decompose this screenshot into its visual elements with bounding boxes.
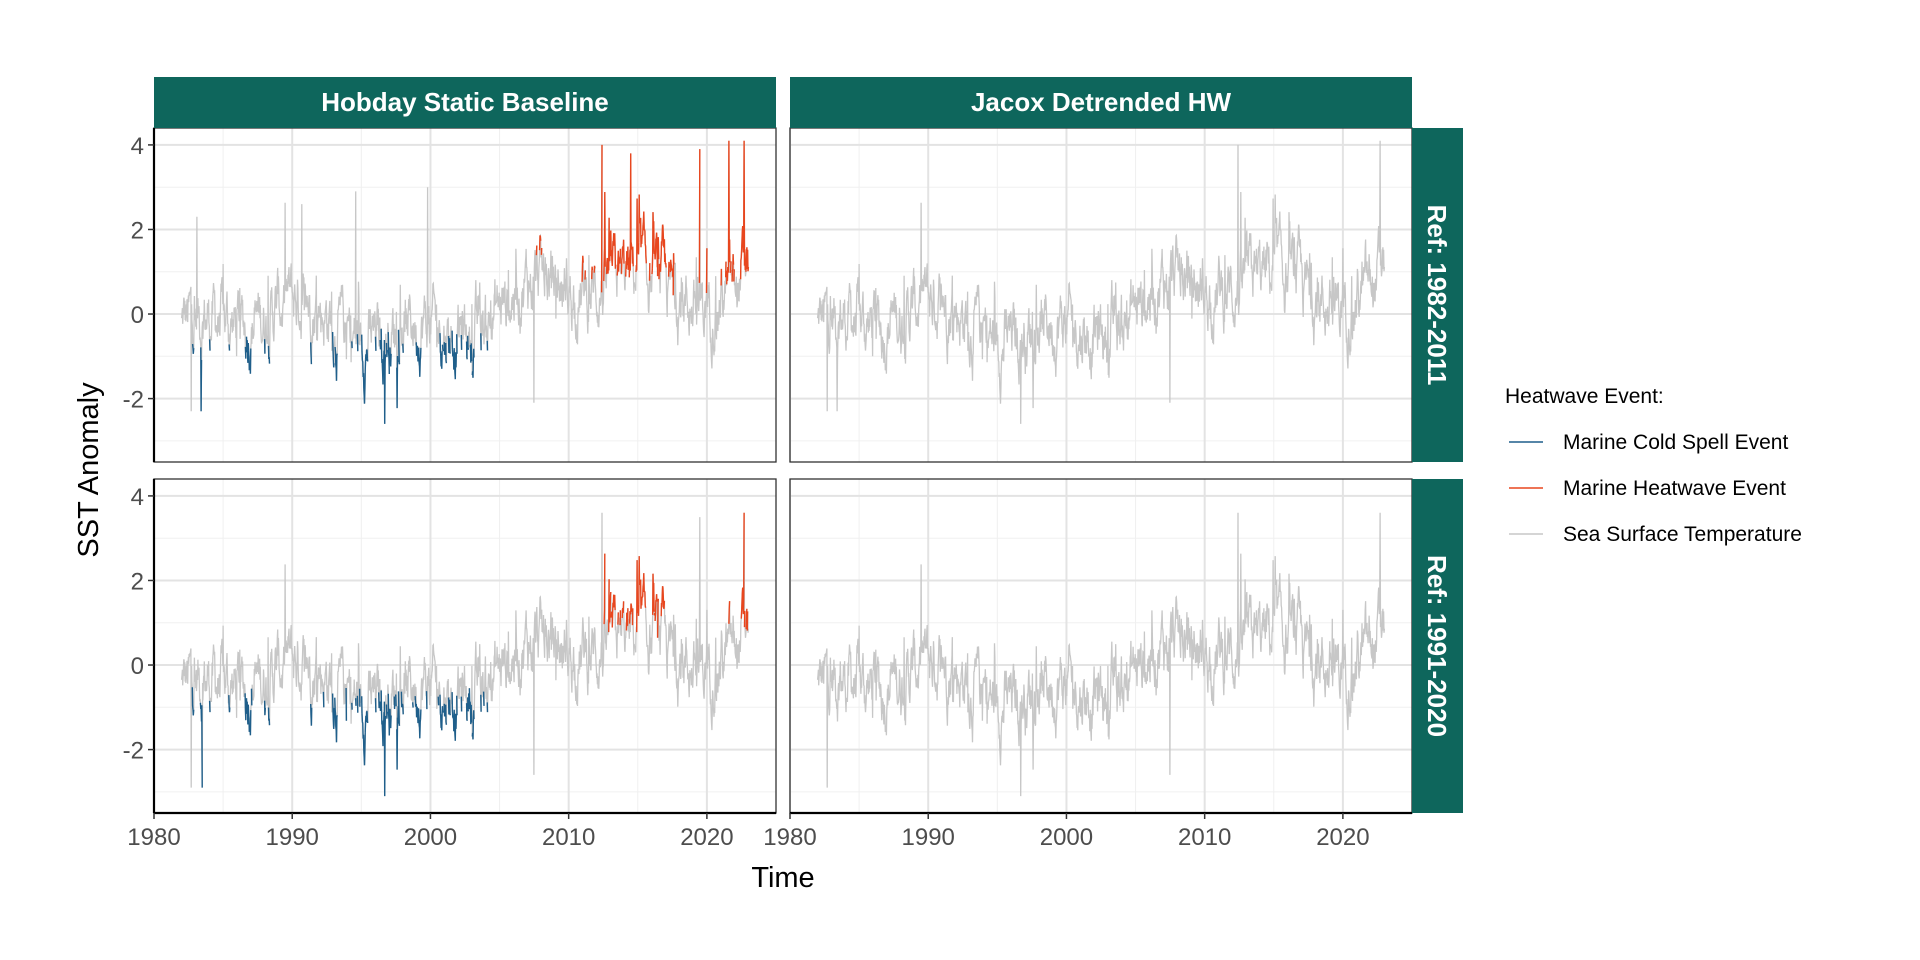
- y-tick-label: 0: [131, 653, 144, 680]
- x-tick-label: 2020: [680, 824, 733, 851]
- y-tick-label: -2: [123, 387, 144, 414]
- facet-strip-row-1: [1412, 128, 1463, 462]
- facet-strip-col-1-label: Hobday Static Baseline: [321, 87, 609, 117]
- x-tick-label: 1990: [266, 824, 319, 851]
- x-tick-label: 1980: [127, 824, 180, 851]
- series-line-heatwave: [603, 512, 749, 638]
- x-tick-label: 2010: [542, 824, 595, 851]
- facet-strip-row-2-label: Ref: 1991-2020: [1422, 555, 1452, 737]
- y-tick-label: 2: [131, 568, 144, 595]
- series-line-sst: [816, 512, 1386, 797]
- facet-strip-col-2: [790, 77, 1412, 128]
- facet-strip-row-1-label: Ref: 1982-2011: [1422, 205, 1452, 386]
- y-axis-title: SST Anomaly: [73, 382, 105, 558]
- panel-background: [154, 479, 776, 813]
- legend-label-cold: Marine Cold Spell Event: [1563, 431, 1788, 454]
- legend-title: Heatwave Event:: [1505, 385, 1664, 408]
- x-tick-label: 1980: [763, 824, 816, 851]
- panel-4: 1980 1990 2000 2010 2020: [763, 478, 1413, 851]
- series-line-cold-spell: [191, 328, 489, 424]
- y-tick-label: 4: [131, 133, 144, 160]
- panel-1: -2 0 2 4: [123, 127, 777, 463]
- panel-3: -2 0 2 4 1980 1990 2000 2010 2020: [123, 478, 777, 851]
- legend-label-hot: Marine Heatwave Event: [1563, 477, 1786, 500]
- y-tick-label: 0: [131, 302, 144, 329]
- x-tick-label: 2020: [1316, 824, 1369, 851]
- y-tick-label: -2: [123, 738, 144, 765]
- legend-label-sst: Sea Surface Temperature: [1563, 523, 1802, 546]
- series-line-cold-spell: [191, 687, 489, 797]
- x-tick-label: 2000: [404, 824, 457, 851]
- y-tick-label: 2: [131, 217, 144, 244]
- facet-strip-row-2: [1412, 479, 1463, 813]
- y-tick-label: 4: [131, 484, 144, 511]
- x-tick-label: 2010: [1178, 824, 1231, 851]
- x-tick-label: 2000: [1040, 824, 1093, 851]
- panel-background: [790, 479, 1412, 813]
- legend: Heatwave Event: Marine Cold Spell Event …: [1505, 385, 1802, 546]
- panels-layer: -2 0 2 4 -2 0 2 4 1980 1990 2000 2010 2020 1980 1990 20…: [123, 127, 1413, 851]
- facet-strip-col-1: [154, 77, 776, 128]
- panel-2: [789, 127, 1413, 463]
- x-axis-title: Time: [751, 862, 814, 894]
- x-tick-label: 1990: [902, 824, 955, 851]
- series-line-heatwave: [535, 140, 750, 296]
- facet-strip-col-2-label: Jacox Detrended HW: [971, 87, 1232, 117]
- series-line-sst: [816, 140, 1386, 424]
